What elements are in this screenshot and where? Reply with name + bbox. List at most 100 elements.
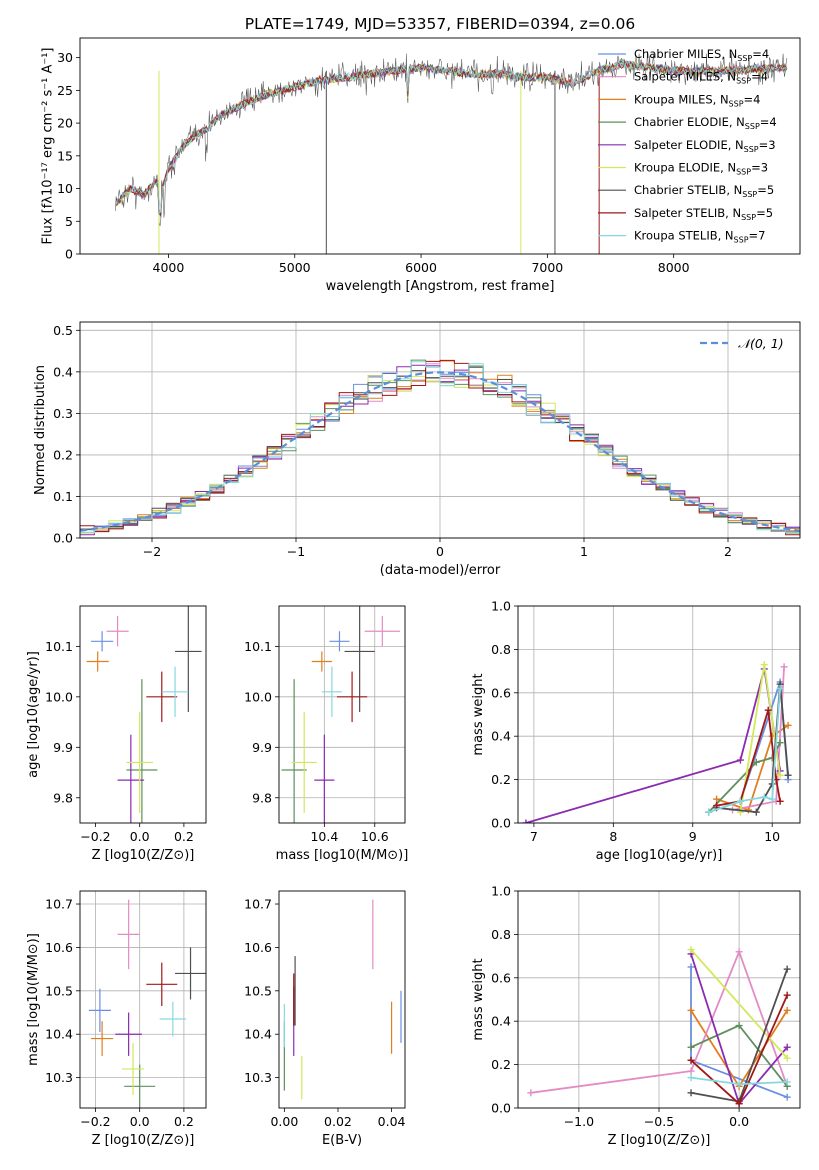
x-tick-label: −0.2 — [80, 1114, 110, 1129]
chart-4: 7 8 9 10 0.0 0.2 0.4 0.6 0.8 1.0 age [log10(age/yr… — [471, 599, 801, 863]
x-tick-label: 10.6 — [361, 829, 389, 844]
plot-area — [281, 606, 400, 823]
y-tick-label: 0.0 — [53, 531, 73, 546]
x-tick-label: 8000 — [658, 260, 690, 275]
y-tick-label: 10.1 — [45, 639, 73, 654]
x-tick-label: 0.04 — [378, 1114, 406, 1129]
plot-area — [283, 899, 402, 1100]
chart-0: 4000 5000 6000 7000 8000 0 5 10 15 20 25 30 waveleng… — [40, 37, 801, 294]
x-axis-label: (data-model)/error — [380, 563, 501, 578]
x-tick-label: −1 — [287, 544, 305, 559]
legend-label: Salpeter MILES, NSSP=4 — [634, 70, 768, 86]
y-axis-label: age [log10(age/yr)] — [26, 651, 41, 778]
plot-area — [80, 359, 800, 538]
y-tick-label: 0.1 — [53, 489, 73, 504]
x-tick-label: 0.02 — [324, 1114, 352, 1129]
legend-label: Kroupa STELIB, NSSP=7 — [634, 229, 765, 245]
legend-label: Kroupa ELODIE, NSSP=3 — [634, 161, 768, 177]
x-tick-label: 0.2 — [174, 1114, 194, 1129]
y-tick-label: 0.2 — [53, 447, 73, 462]
y-tick-label: 0.3 — [53, 406, 73, 421]
axes-frame — [79, 890, 207, 1109]
plot-area — [527, 946, 791, 1108]
y-tick-label: 0.0 — [491, 1101, 511, 1116]
chart-1: −2 −1 0 1 2 0.0 0.1 0.2 0.3 0.4 0.5 (data-model)/er… — [33, 321, 801, 578]
x-tick-label: 0.0 — [130, 1114, 150, 1129]
x-tick-label: 5000 — [279, 260, 311, 275]
y-tick-label: 9.8 — [53, 790, 73, 805]
x-axis-label: wavelength [Angstrom, rest frame] — [326, 279, 555, 294]
axes-frame — [517, 605, 801, 824]
x-axis-label: age [log10(age/yr)] — [596, 848, 723, 863]
x-tick-label: 0 — [436, 544, 444, 559]
x-tick-label: 0.00 — [270, 1114, 298, 1129]
legend-label: Salpeter ELODIE, NSSP=3 — [634, 138, 776, 154]
y-tick-label: 0.4 — [53, 364, 73, 379]
y-tick-label: 9.9 — [53, 740, 73, 755]
axes-frame — [79, 37, 801, 255]
plot-area — [86, 606, 202, 823]
y-tick-label: 9.8 — [252, 790, 272, 805]
chart-6: 0.00 0.02 0.04 10.3 10.4 10.5 10.6 10.7 E(B-V) — [244, 890, 406, 1148]
y-tick-label: 0 — [65, 247, 73, 262]
series-line — [690, 949, 788, 1059]
figure-title: PLATE=1749, MJD=53357, FIBERID=0394, z=0… — [245, 15, 635, 33]
series-line — [707, 742, 781, 813]
legend-label: Salpeter STELIB, NSSP=5 — [634, 206, 773, 222]
x-tick-label: 4000 — [153, 260, 185, 275]
y-tick-label: 0.2 — [491, 772, 511, 787]
y-tick-label: 1.0 — [491, 884, 511, 899]
y-tick-label: 10.7 — [244, 897, 272, 912]
y-tick-label: 0.2 — [491, 1057, 511, 1072]
x-tick-label: 10 — [764, 829, 780, 844]
y-tick-label: 10 — [57, 181, 73, 196]
x-tick-label: −2 — [143, 544, 161, 559]
y-tick-label: 10.3 — [45, 1070, 73, 1085]
y-tick-label: 0.8 — [491, 927, 511, 942]
x-tick-label: −0.2 — [80, 829, 110, 844]
x-tick-label: 6000 — [405, 260, 437, 275]
y-tick-label: 0.6 — [491, 970, 511, 985]
y-tick-label: 10.6 — [45, 940, 73, 955]
legend-label: Chabrier ELODIE, NSSP=4 — [634, 115, 777, 131]
y-tick-label: 0.8 — [491, 642, 511, 657]
x-axis-label: Z [log10(Z/Z⊙)] — [608, 1133, 711, 1148]
axes-frame — [278, 890, 406, 1109]
x-tick-label: −1.0 — [564, 1114, 594, 1129]
y-tick-label: 10.4 — [45, 1027, 73, 1042]
x-tick-label: 0.2 — [174, 829, 194, 844]
y-tick-label: 0.0 — [491, 816, 511, 831]
axes-frame — [278, 605, 406, 824]
y-tick-label: 20 — [57, 116, 73, 131]
legend-label: Chabrier MILES, NSSP=4 — [634, 47, 769, 63]
y-tick-label: 0.4 — [491, 1014, 511, 1029]
axes-frame — [79, 605, 207, 824]
y-axis-label: Normed distribution — [33, 365, 48, 495]
x-tick-label: 2 — [724, 544, 732, 559]
plot-area — [88, 899, 206, 1108]
x-tick-label: 0.0 — [130, 829, 150, 844]
plot-area — [522, 661, 792, 823]
x-tick-label: 7000 — [531, 260, 563, 275]
y-tick-label: 10.5 — [244, 983, 272, 998]
y-tick-label: 5 — [65, 214, 73, 229]
y-axis-label: Flux [fλ10⁻¹⁷ erg cm⁻² s⁻¹ A⁻¹] — [40, 47, 55, 244]
x-tick-label: −0.5 — [644, 1114, 674, 1129]
y-tick-label: 9.9 — [252, 740, 272, 755]
axes-frame — [79, 321, 801, 539]
chart-2: −0.2 0.0 0.2 9.8 9.9 10.0 10.1 Z [log10(Z/Z⊙)] a… — [26, 605, 207, 863]
chart-5: −0.2 0.0 0.2 10.3 10.4 10.5 10.6 10.7 Z [log10(Z… — [26, 890, 207, 1148]
x-axis-label: mass [log10(M/M⊙)] — [276, 848, 409, 863]
y-tick-label: 25 — [57, 83, 73, 98]
legend-label: Kroupa MILES, NSSP=4 — [634, 92, 760, 108]
x-tick-label: 7 — [530, 829, 538, 844]
model-spectrum-line — [114, 59, 788, 215]
x-tick-label: 8 — [609, 829, 617, 844]
y-tick-label: 10.3 — [244, 1070, 272, 1085]
series-line — [530, 949, 789, 1094]
y-axis-label: mass weight — [471, 673, 486, 755]
x-tick-label: 10.4 — [310, 829, 338, 844]
y-axis-label: mass weight — [471, 958, 486, 1040]
y-tick-label: 10.7 — [45, 897, 73, 912]
